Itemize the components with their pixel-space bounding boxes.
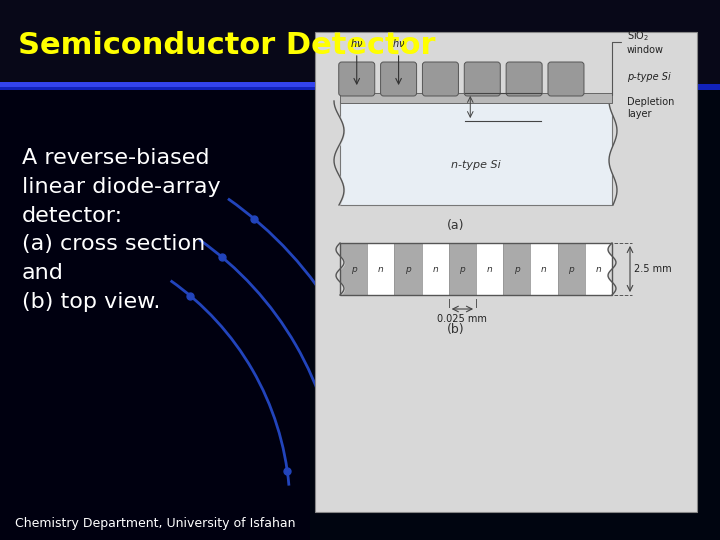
FancyBboxPatch shape bbox=[0, 82, 480, 87]
Text: n: n bbox=[595, 265, 601, 273]
FancyBboxPatch shape bbox=[422, 243, 449, 295]
Text: n: n bbox=[432, 265, 438, 273]
Text: Chemistry Department, University of Isfahan: Chemistry Department, University of Isfa… bbox=[15, 517, 295, 530]
Text: p: p bbox=[514, 265, 520, 273]
Text: Depletion
layer: Depletion layer bbox=[627, 97, 675, 119]
FancyBboxPatch shape bbox=[531, 243, 557, 295]
FancyBboxPatch shape bbox=[315, 32, 697, 512]
Text: n: n bbox=[541, 265, 547, 273]
FancyBboxPatch shape bbox=[423, 62, 459, 96]
FancyBboxPatch shape bbox=[476, 243, 503, 295]
Text: SiO$_2$
window: SiO$_2$ window bbox=[612, 30, 664, 95]
Text: Semiconductor Detector: Semiconductor Detector bbox=[18, 30, 436, 59]
FancyBboxPatch shape bbox=[340, 243, 367, 295]
Text: n: n bbox=[487, 265, 492, 273]
FancyBboxPatch shape bbox=[557, 243, 585, 295]
Text: $h\nu$: $h\nu$ bbox=[392, 37, 405, 49]
Text: (a): (a) bbox=[447, 219, 464, 232]
Text: $h\nu$: $h\nu$ bbox=[350, 37, 364, 49]
FancyBboxPatch shape bbox=[585, 243, 612, 295]
FancyBboxPatch shape bbox=[340, 101, 612, 205]
FancyBboxPatch shape bbox=[395, 243, 422, 295]
Text: 2.5 mm: 2.5 mm bbox=[634, 264, 672, 274]
Text: n: n bbox=[378, 265, 384, 273]
FancyBboxPatch shape bbox=[0, 84, 720, 90]
FancyBboxPatch shape bbox=[340, 93, 612, 103]
FancyBboxPatch shape bbox=[367, 243, 395, 295]
Text: n-type Si: n-type Si bbox=[451, 160, 501, 170]
Text: (b): (b) bbox=[447, 323, 465, 336]
Text: p: p bbox=[568, 265, 574, 273]
FancyBboxPatch shape bbox=[503, 243, 531, 295]
Text: p-type Si: p-type Si bbox=[627, 72, 671, 82]
FancyBboxPatch shape bbox=[464, 62, 500, 96]
Text: 0.025 mm: 0.025 mm bbox=[438, 314, 487, 324]
Text: p: p bbox=[405, 265, 411, 273]
FancyBboxPatch shape bbox=[0, 0, 720, 85]
FancyBboxPatch shape bbox=[0, 85, 310, 540]
FancyBboxPatch shape bbox=[381, 62, 417, 96]
FancyBboxPatch shape bbox=[506, 62, 542, 96]
Text: A reverse-biased
linear diode-array
detector:
(a) cross section
and
(b) top view: A reverse-biased linear diode-array dete… bbox=[22, 148, 220, 312]
FancyBboxPatch shape bbox=[338, 62, 374, 96]
FancyBboxPatch shape bbox=[548, 62, 584, 96]
Text: p: p bbox=[459, 265, 465, 273]
Text: p: p bbox=[351, 265, 356, 273]
FancyBboxPatch shape bbox=[449, 243, 476, 295]
